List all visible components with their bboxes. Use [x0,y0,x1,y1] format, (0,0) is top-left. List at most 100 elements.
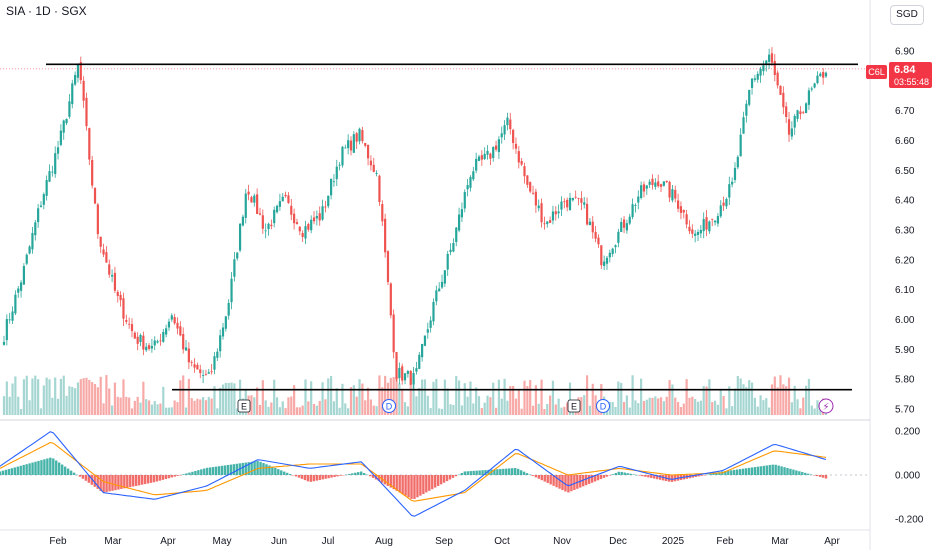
candle-body [386,251,390,283]
macd-histogram-bar [194,470,197,475]
volume-bar [583,395,586,415]
time-tick-label: Mar [771,536,789,547]
candle-body [261,215,264,229]
macd-histogram-bar [354,472,357,475]
volume-bar [620,382,623,415]
volume-bar [167,407,171,415]
event-markers[interactable]: E D E D ⚡ [237,398,834,414]
macd-histogram-bar [419,475,422,496]
macd-histogram-bar [457,474,461,476]
macd-histogram-bar [22,464,25,475]
volume-bar [719,388,722,415]
macd-histogram-bar [123,475,126,489]
macd-histogram-bar [134,475,138,486]
volume-bar [810,405,813,415]
volume-bar [750,382,754,415]
candle-body [782,92,785,108]
candle-body [187,348,190,363]
volume-bar [713,400,717,415]
volume-bar [139,402,142,415]
macd-histogram-bar [253,461,256,475]
volume-bar [403,402,407,415]
candle-body [790,128,793,137]
macd-histogram-bar [694,475,697,478]
candle-body [284,194,287,197]
volume-bar [517,388,520,415]
candle-body [389,283,392,316]
volume-bar [202,397,205,415]
candle-body [25,254,28,264]
macd-histogram-bar [333,475,336,477]
candle-body [486,150,489,155]
volume-bar [361,383,364,415]
candle-body [247,191,250,195]
volume-bar [634,400,637,415]
macd-histogram-bar [759,466,763,475]
candle-body [11,311,14,321]
volume-bar [531,405,535,415]
macd-histogram-bar [223,465,227,475]
macd-histogram-bar [126,475,129,488]
macd-histogram-bar [342,475,345,476]
candle-body [628,216,631,224]
candle-body [48,171,51,182]
volume-bar [782,384,785,415]
macd-histogram-bar [528,474,532,475]
macd-histogram-bar [132,475,135,487]
dividend-marker [596,399,610,413]
volume-bar [28,400,31,415]
volume-bar [14,376,17,415]
macd-histogram-bar [348,473,351,475]
candle-body [563,201,566,203]
macd-histogram-bar [232,464,236,475]
volume-bar [568,382,572,415]
candle-body [341,146,344,166]
candle-body [742,117,745,134]
macd-histogram-bar [339,475,342,476]
candle-body [91,159,94,186]
macd-histogram-bar [327,475,330,479]
macd-histogram-bar [149,475,153,483]
candle-body [640,185,643,199]
volume-bar [762,400,765,415]
candle-body [574,196,577,198]
candle-body [694,233,697,236]
volume-bar [722,396,725,415]
macd-histogram-bar [744,468,748,475]
macd-line [0,431,827,517]
volume-bar [392,377,395,415]
candle-body [648,181,651,185]
candle-body [170,315,173,320]
volume-bar [560,407,563,415]
volume-bar [298,407,301,415]
horizontal-lines[interactable] [46,63,858,391]
volume-bar [657,398,660,415]
macd-histogram-bar [691,475,694,478]
volume-bar [236,408,239,415]
macd-histogram-bar [428,475,431,491]
macd-histogram-bar [724,471,727,475]
candle-body [426,329,429,333]
volume-bar [108,388,111,415]
candle-body [244,193,247,218]
volume-bar [540,379,543,415]
macd-histogram-bar [516,468,520,475]
candle-body [580,198,583,203]
macd-histogram-bar [214,466,218,475]
volume-bar [563,406,566,415]
macd-histogram-bar [454,475,458,477]
candle-body [696,231,700,235]
price-tick-label: 6.70 [895,106,915,117]
macd-histogram-bar [283,471,286,475]
currency-button[interactable]: SGD [890,5,924,25]
macd-histogram-bar [552,475,555,486]
macd-histogram-bar [31,462,34,475]
candle-body [113,272,117,291]
volume-bar [640,378,643,415]
candle-body [287,195,290,203]
macd-histogram-bar [463,471,467,475]
volume-bar [807,378,811,415]
macd-histogram-bar [786,467,789,475]
candle-body [17,288,20,293]
